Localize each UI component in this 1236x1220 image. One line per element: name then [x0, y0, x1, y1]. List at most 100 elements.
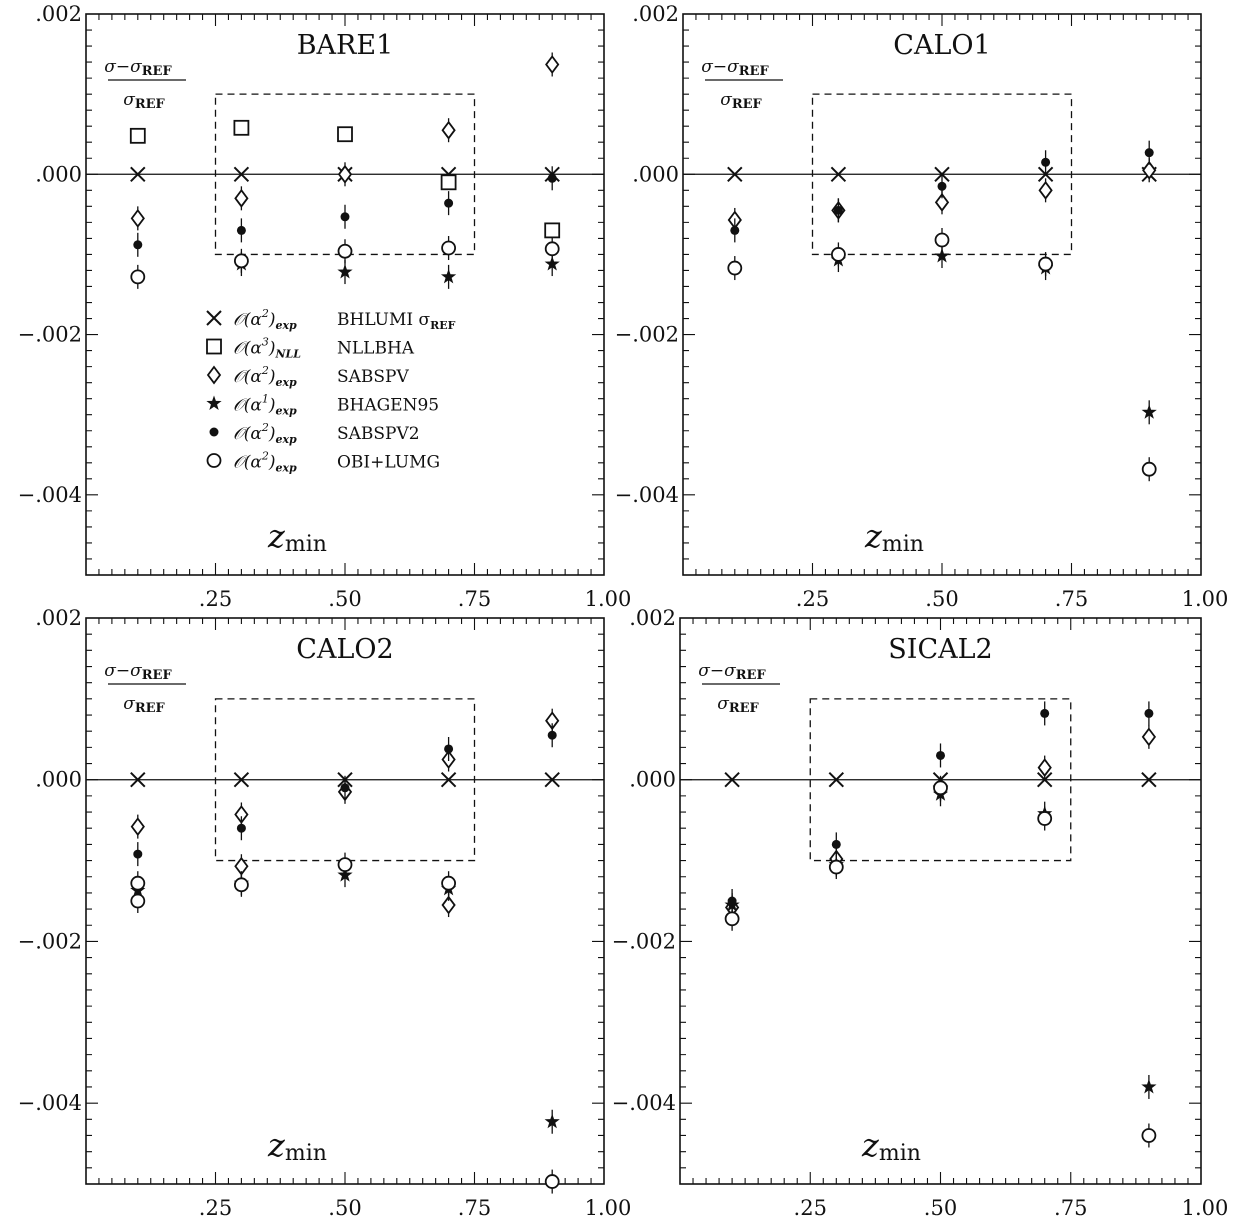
y-tick-label: .002	[35, 2, 82, 26]
data-point	[130, 893, 146, 909]
y-tick-label: −.002	[18, 929, 82, 953]
data-point	[234, 188, 249, 208]
data-point	[730, 225, 740, 235]
x-axis-label: zmin	[267, 1126, 327, 1166]
data-point	[130, 817, 145, 837]
y-tick-label: −.002	[615, 323, 679, 347]
legend-program: NLLBHA	[337, 339, 415, 359]
data-point	[937, 181, 947, 191]
series-obi-lumg	[727, 228, 1157, 482]
data-point	[1038, 256, 1053, 272]
axis-ticks	[86, 618, 604, 1184]
data-point	[130, 208, 145, 228]
dashed-box	[214, 93, 476, 256]
data-point	[440, 174, 457, 191]
data-point	[440, 772, 457, 788]
data-point	[130, 269, 146, 285]
data-point	[727, 166, 743, 182]
legend-expression: 𝒪(α1)exp	[233, 393, 297, 418]
data-point	[130, 772, 146, 788]
data-point	[441, 895, 456, 915]
data-point	[130, 875, 146, 891]
y-tick-label: .000	[35, 768, 82, 792]
data-point	[545, 54, 560, 74]
data-point	[233, 253, 249, 269]
data-point	[1141, 461, 1157, 477]
data-point	[933, 780, 948, 796]
panel-title: CALO2	[296, 634, 393, 665]
dashed-box	[809, 698, 1072, 862]
x-tick-label: 1.00	[1182, 1196, 1229, 1220]
data-point	[236, 823, 246, 833]
data-point	[833, 205, 843, 215]
x-tick-label: .75	[1054, 1196, 1087, 1220]
axis-ticks	[683, 14, 1201, 575]
x-tick-label: .50	[925, 587, 958, 611]
data-point	[547, 173, 557, 183]
data-point	[444, 198, 454, 208]
panel-calo2: .002 .000 −.002 −.004 .25 .50 .75 1.00 CALO2 σ−σR…	[18, 606, 632, 1220]
legend-program: SABSPV	[337, 367, 410, 387]
data-point	[1141, 727, 1157, 747]
ratio-label-denominator: σREF	[123, 90, 165, 112]
ratio-label-numerator: σ−σREF	[104, 661, 172, 683]
data-point	[337, 164, 353, 184]
ratio-label-denominator: σREF	[123, 694, 165, 716]
series-obi-lumg	[130, 871, 146, 896]
legend-entry: 𝒪(α2)exp SABSPV	[206, 364, 410, 389]
data-point	[828, 859, 844, 875]
data-point	[934, 192, 950, 212]
series-bhagen95	[233, 252, 560, 289]
data-point	[544, 772, 560, 788]
legend-marker-cross	[206, 310, 222, 326]
data-point	[233, 877, 249, 893]
legend-entry: 𝒪(α2)exp OBI+LUMG	[206, 450, 440, 475]
axis-ticks	[86, 14, 604, 575]
panel-sical2: .002 .000 −.002 −.004 .25 .50 .75 1.00 SICAL2 σ−σ…	[612, 606, 1229, 1220]
legend-marker-square	[206, 338, 222, 355]
legend-marker-diamond	[206, 365, 222, 385]
y-tick-label: −.004	[615, 483, 679, 507]
data-point	[340, 212, 350, 222]
data-point	[337, 857, 353, 873]
legend-marker-dot	[209, 427, 219, 437]
ratio-label-numerator: σ−σREF	[698, 661, 766, 683]
data-point	[1141, 772, 1157, 788]
data-point	[337, 264, 353, 279]
data-point	[1037, 811, 1053, 826]
ratio-label-denominator: σREF	[720, 90, 762, 112]
x-tick-label: 1.00	[585, 1196, 632, 1220]
data-point	[934, 232, 950, 248]
data-point	[934, 248, 950, 263]
data-point	[440, 268, 457, 284]
data-point	[724, 772, 740, 788]
x-tick-label: .50	[328, 1196, 361, 1220]
data-point	[727, 896, 737, 906]
legend-program: SABSPV2	[337, 424, 420, 444]
data-point	[233, 119, 250, 136]
x-axis-label: zmin	[861, 1126, 921, 1166]
series-nllbha	[129, 119, 561, 239]
y-tick-label: −.002	[612, 929, 676, 953]
data-point	[1036, 772, 1053, 788]
y-tick-label: −.004	[18, 483, 82, 507]
data-point	[1037, 166, 1054, 182]
data-point	[544, 256, 560, 271]
panel-title: SICAL2	[888, 634, 992, 665]
data-point	[831, 839, 841, 849]
x-tick-label: .75	[1055, 587, 1088, 611]
data-point	[236, 225, 246, 235]
x-tick-label: .50	[328, 587, 361, 611]
data-point	[828, 772, 845, 788]
data-point	[724, 911, 740, 927]
data-point	[1040, 708, 1050, 718]
data-point	[830, 166, 847, 182]
series-bhagen95	[724, 782, 1157, 1099]
y-tick-label: .000	[632, 162, 679, 186]
y-tick-label: −.004	[612, 1091, 676, 1115]
dashed-box	[214, 698, 476, 862]
data-point	[934, 166, 950, 182]
data-point	[544, 222, 561, 239]
data-point	[441, 240, 457, 256]
